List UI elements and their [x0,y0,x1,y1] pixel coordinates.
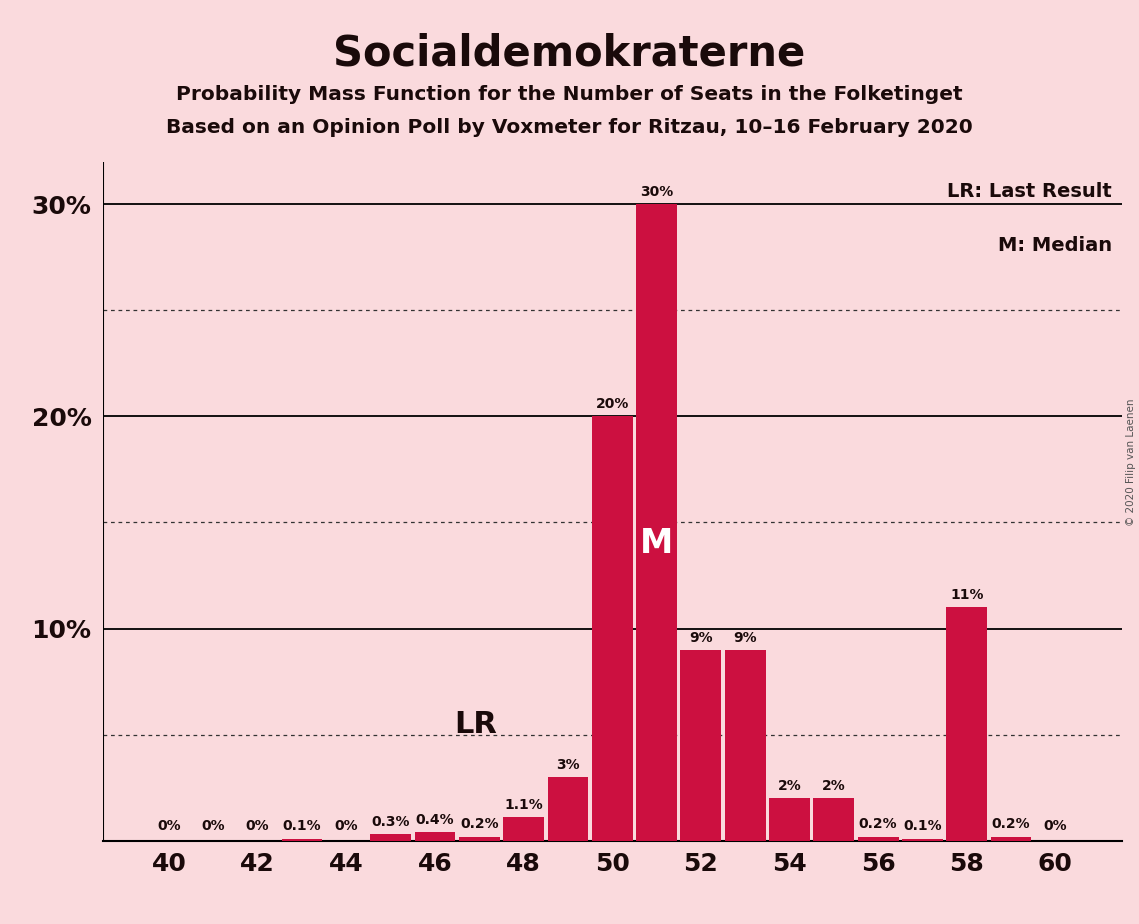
Bar [947,607,988,841]
Text: LR: LR [454,710,497,738]
Text: 9%: 9% [689,630,713,645]
Text: 0.4%: 0.4% [416,813,454,827]
Bar [370,834,411,841]
Text: 0.2%: 0.2% [460,818,499,832]
Text: 0%: 0% [246,820,270,833]
Text: 2%: 2% [778,779,802,793]
Bar [503,818,544,841]
Text: 0.1%: 0.1% [282,820,321,833]
Text: Socialdemokraterne: Socialdemokraterne [334,32,805,74]
Text: 0.2%: 0.2% [992,818,1031,832]
Text: M: M [640,528,673,560]
Bar [281,839,322,841]
Bar [902,839,943,841]
Text: LR: Last Result: LR: Last Result [947,182,1112,201]
Text: 0.2%: 0.2% [859,818,898,832]
Text: 0%: 0% [202,820,226,833]
Text: 11%: 11% [950,588,984,602]
Bar [548,777,588,841]
Text: 3%: 3% [556,758,580,772]
Text: 0.1%: 0.1% [903,820,942,833]
Text: 0%: 0% [157,820,181,833]
Text: 0%: 0% [1043,820,1067,833]
Bar [813,798,854,841]
Text: M: Median: M: Median [998,237,1112,255]
Bar [724,650,765,841]
Bar [459,836,500,841]
Text: 20%: 20% [596,397,629,411]
Text: 2%: 2% [822,779,845,793]
Text: 0%: 0% [335,820,358,833]
Text: 9%: 9% [734,630,757,645]
Bar [991,836,1032,841]
Bar [769,798,810,841]
Bar [637,204,677,841]
Bar [415,833,456,841]
Text: 1.1%: 1.1% [505,798,543,812]
Text: 0.3%: 0.3% [371,815,410,829]
Bar [592,417,632,841]
Text: 30%: 30% [640,185,673,199]
Text: Probability Mass Function for the Number of Seats in the Folketinget: Probability Mass Function for the Number… [177,85,962,104]
Bar [858,836,899,841]
Bar [680,650,721,841]
Text: © 2020 Filip van Laenen: © 2020 Filip van Laenen [1126,398,1136,526]
Text: Based on an Opinion Poll by Voxmeter for Ritzau, 10–16 February 2020: Based on an Opinion Poll by Voxmeter for… [166,118,973,138]
